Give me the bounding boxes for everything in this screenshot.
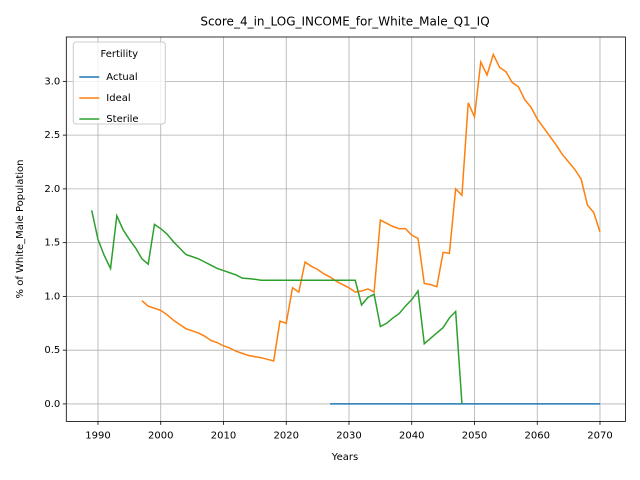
- x-tick-label: 2030: [336, 430, 361, 441]
- series-line: [90, 210, 463, 404]
- x-tick-label: 2060: [525, 430, 550, 441]
- x-tick-label: 2070: [587, 430, 612, 441]
- y-tick-label: 2.0: [44, 184, 60, 195]
- y-tick-label: 0.5: [44, 345, 60, 356]
- series-line: [141, 52, 601, 362]
- x-tick-label: 2020: [274, 430, 299, 441]
- y-tick-label: 0.0: [44, 399, 60, 410]
- legend-label: Actual: [106, 72, 137, 83]
- y-tick-label: 2.5: [44, 130, 60, 141]
- plot-frame: [65, 36, 626, 422]
- legend-title: Fertility: [101, 49, 139, 60]
- legend-box: [72, 41, 166, 125]
- y-tick-label: 1.5: [44, 238, 60, 249]
- legend-label: Sterile: [106, 114, 138, 125]
- legend-label: Ideal: [106, 93, 130, 104]
- chart-title: Score_4_in_LOG_INCOME_for_White_Male_Q1_…: [200, 15, 489, 29]
- x-tick-label: 1990: [85, 430, 110, 441]
- x-tick-label: 2040: [399, 430, 424, 441]
- x-axis-label: Years: [331, 452, 358, 463]
- x-tick-label: 2050: [462, 430, 487, 441]
- x-tick-label: 2000: [148, 430, 173, 441]
- y-tick-label: 3.0: [44, 76, 60, 87]
- y-tick-label: 1.0: [44, 291, 60, 302]
- x-tick-label: 2010: [211, 430, 236, 441]
- y-axis-label: % of White_Male Population: [15, 160, 26, 299]
